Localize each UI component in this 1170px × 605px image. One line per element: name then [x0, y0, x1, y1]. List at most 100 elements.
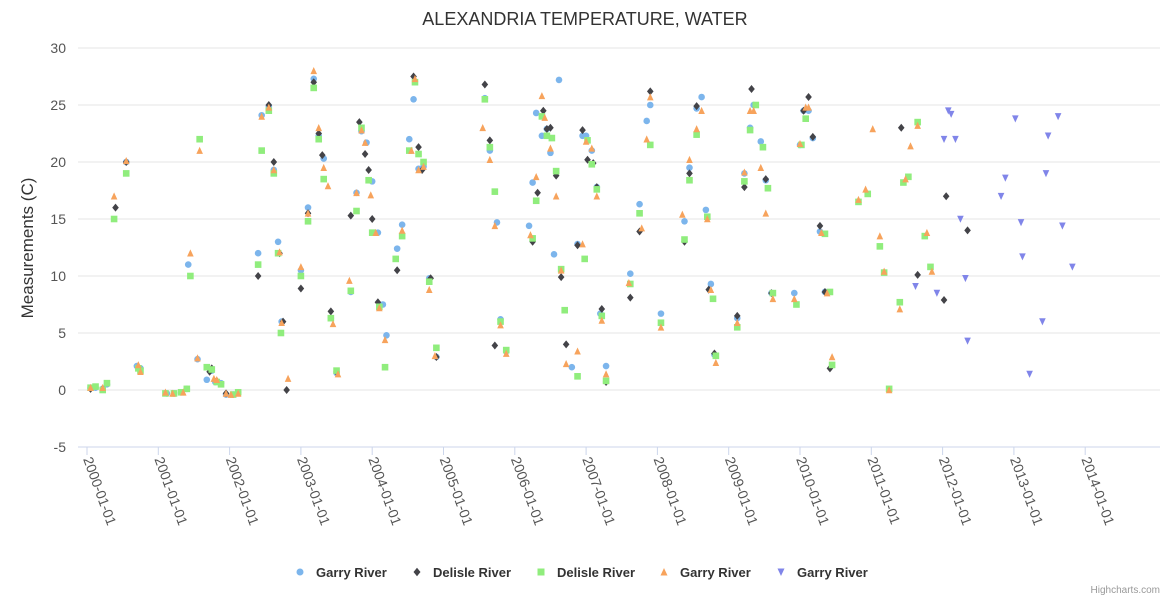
- data-point: [194, 354, 201, 362]
- data-point: [258, 112, 265, 120]
- data-point: [1044, 132, 1052, 140]
- legend-symbol: [537, 568, 545, 576]
- legend-item-1[interactable]: Garry River: [296, 565, 387, 580]
- data-point: [657, 323, 665, 331]
- data-point: [217, 381, 225, 388]
- data-point: [315, 124, 323, 132]
- y-axis-label: Measurements (C): [18, 178, 37, 319]
- legend-item-3[interactable]: Delisle River: [537, 565, 636, 580]
- data-point: [942, 192, 950, 201]
- data-point: [196, 146, 203, 154]
- data-point: [320, 163, 328, 171]
- data-point: [902, 175, 909, 183]
- data-point: [315, 135, 323, 143]
- data-point: [137, 367, 144, 376]
- legend-label[interactable]: Garry River: [797, 565, 868, 580]
- legend-label[interactable]: Delisle River: [557, 565, 635, 580]
- data-point: [320, 175, 328, 183]
- data-point: [491, 188, 499, 195]
- legend: Garry River Delisle River Delisle River Gar…: [296, 565, 868, 580]
- data-point: [997, 192, 1005, 200]
- data-point: [681, 236, 688, 243]
- data-point: [757, 163, 765, 171]
- data-point: [410, 96, 417, 103]
- data-point: [707, 285, 715, 293]
- data-point: [184, 261, 192, 268]
- legend-label[interactable]: Garry River: [316, 565, 387, 580]
- data-point: [486, 143, 494, 151]
- data-point: [712, 352, 720, 360]
- legend-label[interactable]: Delisle River: [433, 565, 511, 580]
- data-point: [393, 245, 401, 252]
- data-point: [897, 123, 905, 132]
- data-point: [568, 363, 576, 371]
- data-point: [598, 305, 606, 314]
- data-point: [796, 139, 804, 148]
- data-point: [962, 274, 969, 283]
- legend-item-4[interactable]: Garry River: [660, 565, 751, 580]
- legend-label[interactable]: Garry River: [680, 565, 751, 580]
- data-point: [310, 84, 318, 92]
- data-point: [826, 288, 834, 296]
- data-point: [254, 261, 262, 268]
- data-point: [733, 311, 741, 320]
- data-point: [790, 295, 798, 303]
- data-point: [828, 361, 836, 369]
- data-point: [358, 126, 365, 134]
- data-point: [746, 126, 754, 134]
- data-point: [790, 289, 798, 297]
- data-point: [921, 232, 929, 240]
- data-point: [361, 150, 369, 159]
- data-point: [543, 132, 551, 140]
- data-point: [177, 388, 185, 396]
- data-point: [112, 203, 119, 212]
- data-point: [208, 366, 216, 373]
- data-point: [1054, 113, 1062, 121]
- data-point: [896, 298, 904, 306]
- x-tick-label: 2012-01-01: [936, 455, 976, 528]
- data-point: [698, 106, 705, 114]
- data-point: [905, 173, 912, 181]
- legend-item-5[interactable]: Garry River: [777, 565, 868, 580]
- data-point: [646, 93, 654, 101]
- data-point: [356, 118, 363, 127]
- data-point: [254, 249, 262, 257]
- data-point: [297, 284, 305, 293]
- data-point: [862, 185, 869, 193]
- x-tick-label: 2003-01-01: [294, 455, 334, 528]
- data-point: [574, 373, 581, 380]
- data-point: [334, 370, 342, 378]
- data-point: [741, 183, 748, 192]
- data-point: [327, 314, 335, 322]
- x-tick-label: 2010-01-01: [793, 455, 833, 528]
- legend-symbol: [296, 568, 304, 576]
- data-point: [880, 267, 888, 275]
- series-3: [87, 78, 934, 398]
- y-axis-ticks: -5 0 5 10 15 20 25 30: [50, 40, 66, 455]
- data-point: [183, 385, 191, 393]
- data-point: [927, 263, 934, 271]
- data-point: [162, 388, 169, 396]
- data-point: [538, 132, 546, 140]
- data-point: [748, 85, 755, 94]
- data-point: [802, 115, 810, 122]
- x-tick-label: 2007-01-01: [579, 455, 619, 528]
- data-point: [529, 179, 536, 186]
- data-point: [532, 197, 540, 205]
- credits-link[interactable]: Highcharts.com: [1090, 585, 1160, 596]
- legend-item-2[interactable]: Delisle River: [413, 565, 512, 580]
- data-point: [584, 137, 591, 144]
- data-point: [557, 273, 565, 282]
- data-point: [593, 186, 601, 193]
- legend-symbol: [413, 567, 421, 577]
- data-point: [532, 173, 540, 181]
- data-point: [270, 166, 278, 174]
- x-tick-label: 2013-01-01: [1007, 455, 1047, 528]
- data-point: [497, 321, 504, 329]
- data-point: [679, 210, 686, 218]
- data-point: [627, 270, 634, 278]
- data-point: [110, 215, 118, 223]
- data-point: [759, 143, 767, 151]
- data-point: [310, 67, 318, 75]
